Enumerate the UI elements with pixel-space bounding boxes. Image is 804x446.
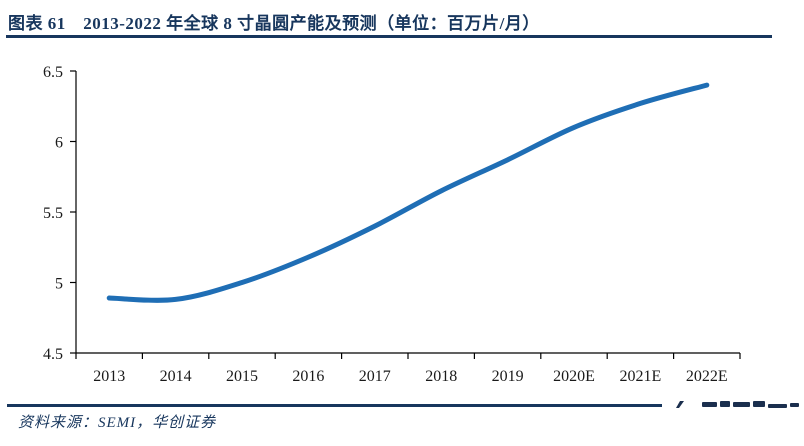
capacity-series-line xyxy=(106,82,710,303)
footer-divider xyxy=(7,404,662,407)
logo-glyph-fragments xyxy=(702,401,799,408)
y-tick-label: 5 xyxy=(55,276,63,293)
x-tick-label: 2018 xyxy=(425,368,457,385)
y-tick-label: 4.5 xyxy=(43,346,63,363)
axis-lines xyxy=(75,71,740,354)
partial-logo xyxy=(676,401,799,408)
x-tick-label: 2022E xyxy=(686,368,728,385)
logo-slash-icon xyxy=(676,401,684,408)
y-tick-label: 5.5 xyxy=(43,205,63,222)
x-tick-label: 2016 xyxy=(292,368,324,385)
source-note: 资料来源：SEMI，华创证券 xyxy=(18,415,217,431)
x-tick-label: 2017 xyxy=(359,368,391,385)
figure-title: 图表 61 2013-2022 年全球 8 寸晶圆产能及预测（单位：百万片/月） xyxy=(8,14,540,33)
x-tick-label: 2013 xyxy=(93,368,125,385)
x-tick-label: 2014 xyxy=(160,368,192,385)
y-tick-label: 6 xyxy=(55,135,63,152)
x-tick-label: 2020E xyxy=(553,368,595,385)
x-tick-label: 2015 xyxy=(226,368,258,385)
x-tick-label: 2019 xyxy=(492,368,524,385)
y-tick-label: 6.5 xyxy=(43,64,63,81)
x-tick-label: 2021E xyxy=(620,368,662,385)
title-divider xyxy=(6,35,772,38)
